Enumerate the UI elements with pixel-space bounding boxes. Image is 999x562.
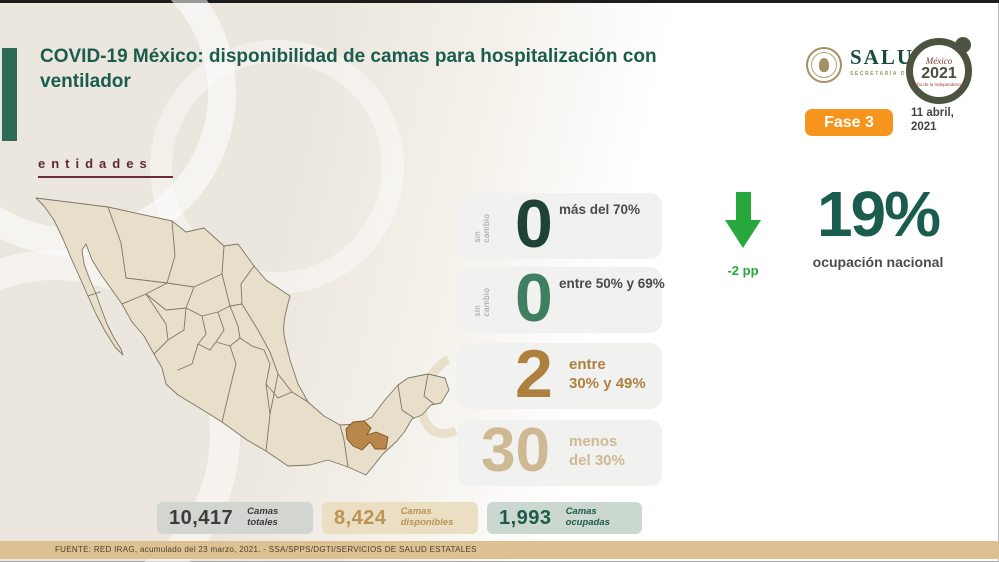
total-value: 1,993 [499, 506, 552, 529]
total-label-line2: disponibles [400, 517, 454, 528]
category-label-line1: menos [569, 433, 618, 450]
total-camas-ocupadas: 1,993 Camas ocupadas [487, 502, 642, 534]
total-value: 8,424 [334, 506, 387, 529]
salud-seal-icon [806, 47, 842, 83]
national-occupancy: 19% ocupación nacional [788, 182, 968, 270]
category-note: sin cambio [473, 213, 491, 243]
category-label: entre 30% y 49% [569, 356, 646, 394]
category-value: 2 [515, 335, 553, 412]
top-border [0, 0, 999, 3]
category-box-mas-del-70: sin cambio 0 más del 70% [457, 185, 662, 262]
title-accent-bar [2, 48, 17, 141]
category-value: 30 [481, 416, 550, 486]
category-value: 0 [515, 259, 553, 336]
mexico-2021-logo: México 2021 Año de la Independencia [906, 37, 972, 104]
total-label-line1: Camas [247, 506, 279, 518]
category-value: 0 [515, 185, 553, 262]
date-label: 11 abril, 2021 [911, 106, 954, 135]
category-label: menos del 30% [569, 433, 625, 471]
national-occupancy-label: ocupación nacional [812, 254, 944, 270]
date-line1: 11 abril, [911, 107, 954, 119]
entidades-label: entidades [38, 156, 153, 171]
category-label: más del 70% [559, 202, 641, 217]
mexico-2021-logo-year: 2021 [921, 64, 957, 82]
source-text: FUENTE: RED IRAG, acumulado del 23 marzo… [55, 545, 477, 554]
category-label-line2: 30% y 49% [569, 374, 646, 392]
mexico-outline [35, 197, 450, 476]
category-box-entre-30-49: 2 entre 30% y 49% [457, 335, 662, 412]
mexico-2021-logo-top: México [925, 55, 953, 66]
fase-badge: Fase 3 [805, 109, 893, 136]
total-label: Camas totales [247, 506, 279, 529]
entidades-underline [38, 176, 173, 178]
total-label-line1: Camas ocupadas [565, 506, 610, 528]
trend-indicator: -2 pp [723, 192, 763, 278]
total-label: Camas ocupadas [565, 506, 630, 529]
footer-bar: FUENTE: RED IRAG, acumulado del 23 marzo… [0, 541, 999, 559]
category-label: entre 50% y 69% [559, 276, 665, 291]
category-box-menos-del-30: 30 menos del 30% [457, 420, 662, 486]
state-borders [87, 206, 435, 468]
change-value: -2 pp [727, 263, 759, 278]
total-value: 10,417 [169, 506, 234, 529]
total-label: Camas disponibles [400, 506, 454, 529]
mexico-2021-logo-bottom: Año de la Independencia [914, 81, 964, 87]
arrow-down-icon [725, 192, 761, 248]
category-label-line1: entre [569, 356, 606, 373]
category-label-line2: del 30% [569, 451, 625, 469]
category-box-entre-50-69: sin cambio 0 entre 50% y 69% [457, 259, 665, 336]
page-title: COVID-19 México: disponibilidad de camas… [40, 46, 657, 93]
salud-logo-tagline: SECRETARÍA DE SALUD [850, 71, 940, 77]
highlighted-state [345, 420, 389, 451]
date-line2: 2021 [911, 121, 937, 134]
total-camas-disponibles: 8,424 Camas disponibles [322, 502, 478, 534]
total-camas-totales: 10,417 Camas totales [157, 502, 313, 534]
total-label-line1: Camas [400, 506, 432, 518]
total-label-line2: totales [247, 517, 278, 528]
national-occupancy-value: 19% [816, 178, 941, 250]
mexico-map [35, 197, 450, 476]
category-note: sin cambio [473, 287, 491, 317]
